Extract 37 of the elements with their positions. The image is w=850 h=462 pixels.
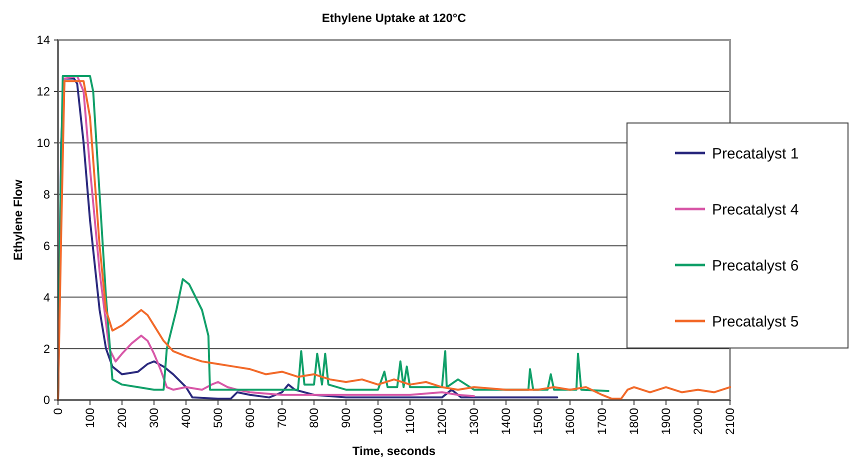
x-tick-label: 1300 bbox=[467, 408, 482, 435]
legend-label: Precatalyst 5 bbox=[712, 313, 799, 330]
x-tick-label: 0 bbox=[51, 408, 66, 415]
x-tick-label: 900 bbox=[339, 408, 354, 428]
x-tick-label: 600 bbox=[243, 408, 258, 428]
x-tick-label: 300 bbox=[147, 408, 162, 428]
y-tick-label: 8 bbox=[43, 187, 50, 202]
chart-title: Ethylene Uptake at 120°C bbox=[322, 11, 466, 25]
y-tick-label: 12 bbox=[36, 84, 50, 99]
x-tick-label: 1700 bbox=[595, 408, 610, 435]
x-tick-label: 400 bbox=[179, 408, 194, 428]
x-tick-label: 1500 bbox=[531, 408, 546, 435]
x-tick-label: 1000 bbox=[371, 408, 386, 435]
x-tick-label: 1200 bbox=[435, 408, 450, 435]
legend-label: Precatalyst 4 bbox=[712, 201, 799, 218]
x-tick-label: 1800 bbox=[627, 408, 642, 435]
x-tick-label: 100 bbox=[83, 408, 98, 428]
y-tick-label: 0 bbox=[43, 393, 50, 408]
y-axis-title: Ethylene Flow bbox=[11, 179, 25, 260]
x-axis-title: Time, seconds bbox=[352, 444, 436, 458]
x-tick-label: 200 bbox=[115, 408, 130, 428]
y-tick-label: 6 bbox=[43, 238, 50, 253]
x-tick-label: 1600 bbox=[563, 408, 578, 435]
x-tick-label: 500 bbox=[211, 408, 226, 428]
legend-label: Precatalyst 6 bbox=[712, 257, 799, 274]
x-tick-label: 800 bbox=[307, 408, 322, 428]
x-tick-label: 1100 bbox=[403, 408, 418, 434]
y-tick-label: 4 bbox=[43, 290, 50, 304]
x-tick-label: 700 bbox=[275, 408, 290, 428]
x-tick-label: 1900 bbox=[659, 408, 674, 435]
legend-label: Precatalyst 1 bbox=[712, 145, 799, 162]
x-tick-label: 2000 bbox=[691, 408, 706, 435]
y-tick-label: 14 bbox=[36, 33, 50, 48]
x-tick-label: 2100 bbox=[723, 408, 738, 435]
y-tick-label: 10 bbox=[36, 136, 50, 150]
y-tick-label: 2 bbox=[43, 342, 50, 356]
x-tick-label: 1400 bbox=[499, 408, 514, 435]
